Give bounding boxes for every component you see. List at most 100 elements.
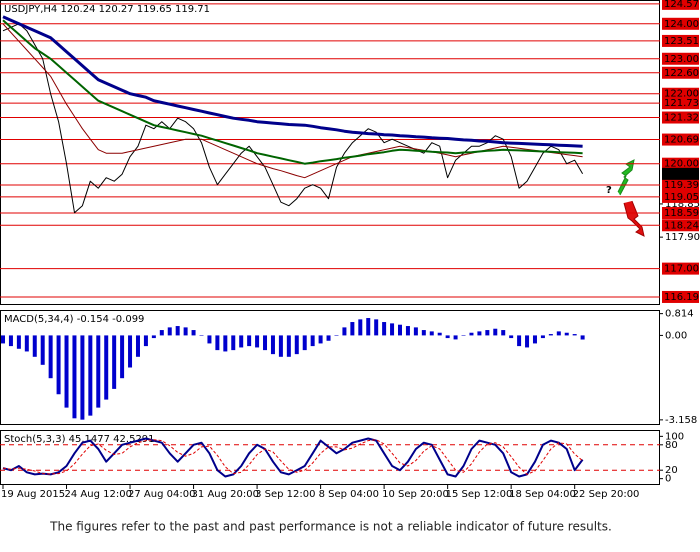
x-tick-label: 15 Sep 12:00 — [446, 489, 513, 500]
histogram-bar — [120, 335, 125, 379]
histogram-bar — [159, 330, 164, 336]
level-label-bg — [662, 0, 699, 10]
level-label: 117.00 — [664, 264, 699, 275]
series-line — [2, 23, 584, 214]
histogram-bar — [413, 327, 418, 336]
histogram-bar — [453, 335, 458, 340]
histogram-bar — [247, 335, 252, 347]
histogram-bar — [525, 335, 530, 348]
y-tick-label: 0.00 — [665, 330, 687, 341]
histogram-bar — [128, 335, 133, 368]
y-tick-label: 118.85 — [665, 199, 700, 210]
level-label-bg — [662, 207, 699, 220]
level-label-bg — [662, 52, 699, 65]
signal-arrows — [617, 159, 645, 237]
histogram-bar — [151, 335, 156, 339]
histogram-bar — [572, 334, 577, 336]
level-label-bg — [662, 157, 699, 170]
level-label: 122.00 — [664, 89, 699, 100]
level-label-bg — [662, 111, 699, 124]
histogram-bar — [405, 326, 410, 336]
level-label-bg — [662, 17, 699, 30]
histogram-bar — [445, 335, 450, 339]
histogram-bar — [374, 319, 379, 336]
level-label: 119.39 — [664, 180, 699, 191]
level-label: 121.73 — [664, 98, 699, 109]
x-tick-label: 31 Aug 20:00 — [192, 489, 259, 500]
histogram-bar — [342, 327, 347, 336]
level-label: 118.59 — [664, 208, 699, 219]
histogram-bar — [278, 335, 283, 357]
series-line — [2, 437, 584, 478]
panel-frame — [0, 0, 660, 305]
level-label-bg — [662, 34, 699, 47]
level-label: 118.24 — [664, 220, 699, 231]
histogram-bar — [564, 332, 569, 336]
histogram-bar — [183, 327, 188, 336]
up-arrow — [617, 159, 635, 196]
histogram-bar — [270, 335, 275, 355]
level-label: 120.00 — [664, 159, 699, 170]
y-tick-label: 0.814 — [665, 309, 694, 320]
histogram-bar — [398, 324, 402, 336]
level-label-bg — [662, 179, 699, 192]
histogram-bar — [286, 335, 291, 357]
x-tick-label: 22 Sep 20:00 — [573, 489, 640, 500]
histogram-bar — [548, 334, 553, 336]
histogram-bar — [64, 335, 69, 408]
panel-title: USDJPY,H4 120.24 120.27 119.65 119.71 — [4, 4, 210, 15]
histogram-bar — [580, 335, 585, 340]
histogram-bar — [80, 335, 85, 420]
histogram-bar — [88, 335, 93, 416]
histogram-bar — [263, 335, 268, 351]
x-tick-label: 19 Aug 2015 — [1, 489, 65, 500]
histogram-bar — [104, 335, 109, 400]
x-tick-label: 3 Sep 12:00 — [255, 489, 315, 500]
level-label-bg — [662, 290, 699, 303]
histogram-bar — [493, 328, 498, 336]
histogram-bar — [556, 331, 561, 336]
x-tick-label: 18 Sep 04:00 — [509, 489, 576, 500]
down-arrow — [623, 200, 645, 237]
last-price-label: 119.71 — [664, 169, 699, 180]
histogram-bar — [294, 335, 299, 355]
histogram-bar — [72, 335, 77, 419]
histogram-bar — [437, 332, 442, 336]
series-line — [2, 19, 583, 165]
histogram-bar — [32, 335, 37, 357]
histogram-bar — [8, 335, 13, 347]
y-tick-label: 117.90 — [665, 232, 700, 243]
level-label-bg — [662, 87, 699, 100]
level-label-bg — [662, 190, 699, 203]
disclaimer: The figures refer to the past and past p… — [49, 520, 612, 534]
level-label: 120.69 — [664, 135, 699, 146]
level-label: 124.00 — [664, 19, 699, 30]
histogram-bar — [239, 335, 244, 348]
histogram-bar — [469, 332, 474, 336]
histogram-bar — [532, 335, 537, 344]
panel-frame — [0, 310, 660, 425]
histogram-bar — [540, 335, 545, 339]
level-label-bg — [662, 219, 699, 232]
panel-title: Stoch(5,3,3) 45.1477 42.5291 — [4, 434, 155, 445]
histogram-bar — [56, 335, 61, 395]
histogram-bar — [390, 323, 395, 336]
histogram-bar — [501, 330, 506, 336]
histogram-bar — [215, 335, 220, 351]
histogram-bar — [334, 335, 339, 336]
histogram-bar — [1, 335, 5, 344]
level-label: 123.00 — [664, 54, 699, 65]
histogram-bar — [167, 327, 172, 336]
x-tick-label: 27 Aug 04:00 — [128, 489, 195, 500]
x-tick-label: 24 Aug 12:00 — [65, 489, 132, 500]
annotation: ? — [606, 185, 612, 196]
histogram-bar — [175, 326, 180, 336]
histogram-bar — [509, 335, 514, 339]
histogram-bar — [135, 335, 140, 357]
x-tick-label: 8 Sep 04:00 — [319, 489, 379, 500]
level-label: 124.57 — [664, 0, 699, 10]
histogram-bar — [429, 331, 434, 336]
histogram-bar — [302, 335, 307, 351]
